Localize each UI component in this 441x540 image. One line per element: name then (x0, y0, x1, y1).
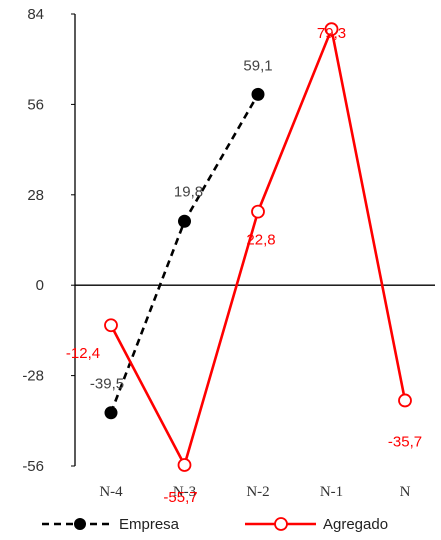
y-tick-label: 84 (27, 6, 44, 23)
data-point-agregado (398, 393, 412, 408)
legend-label-empresa: Empresa (119, 516, 180, 533)
y-tick-label: -28 (22, 368, 44, 385)
data-point-empresa (104, 406, 118, 420)
data-point-agregado (324, 22, 339, 37)
data-label-agregado: 22,8 (246, 232, 275, 249)
x-tick-label: N-3 (173, 484, 196, 500)
data-label-agregado: 79,3 (317, 25, 346, 42)
y-tick-label: -56 (22, 458, 44, 475)
data-label-agregado: -55,7 (163, 489, 197, 506)
data-label-agregado: -35,7 (388, 433, 422, 450)
data-point-empresa (178, 214, 191, 228)
y-axis: -56 -28 0 28 56 84 (22, 6, 76, 475)
data-label-agregado: -12,4 (66, 345, 100, 362)
x-tick-label: N-1 (320, 484, 343, 500)
x-tick-label: N (400, 484, 411, 500)
legend-marker-empresa (74, 518, 86, 530)
y-tick-label: 28 (27, 187, 44, 204)
data-label-empresa: 59,1 (243, 57, 272, 74)
data-point-agregado (177, 458, 192, 472)
legend-label-agregado: Agregado (323, 516, 388, 533)
x-tick-label: N-2 (246, 484, 269, 500)
x-axis: N-4 N-3 N-2 N-1 N (75, 284, 435, 500)
data-point-agregado (251, 204, 265, 219)
data-point-empresa (251, 87, 265, 101)
x-tick-label: N-4 (99, 484, 123, 500)
data-label-empresa: -39,5 (90, 376, 124, 393)
y-tick-label: 0 (36, 277, 44, 294)
data-labels: -39,5 19,8 59,1 -12,4 -55,7 22,8 79,3 -35,7 (66, 25, 422, 506)
legend: Empresa Agregado (42, 516, 388, 533)
series-layer (104, 22, 412, 472)
data-label-empresa: 19,8 (174, 183, 203, 200)
legend-marker-agregado (274, 517, 288, 531)
y-tick-label: 56 (27, 96, 44, 113)
data-point-agregado (104, 318, 118, 333)
